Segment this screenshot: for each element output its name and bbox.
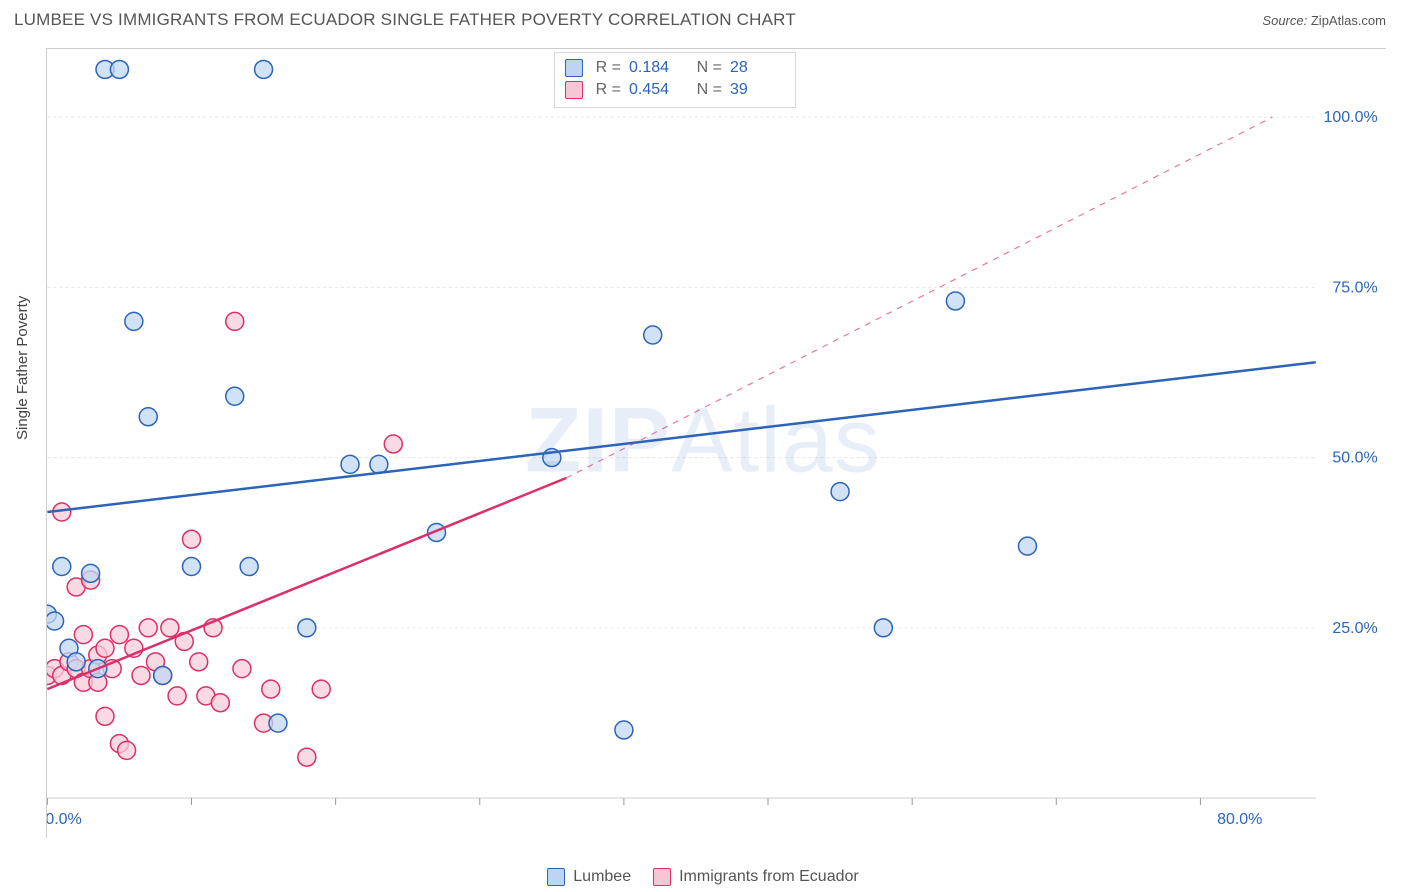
source-attribution: Source: ZipAtlas.com [1262, 13, 1386, 28]
swatch-lumbee [565, 59, 583, 77]
svg-text:0.0%: 0.0% [47, 811, 82, 828]
chart-title: LUMBEE VS IMMIGRANTS FROM ECUADOR SINGLE… [14, 10, 796, 30]
stats-row-ecuador: R = 0.454 N = 39 [565, 79, 785, 101]
swatch-ecuador [565, 81, 583, 99]
series-legend: Lumbee Immigrants from Ecuador [0, 868, 1406, 886]
chart-plot-area: 25.0% 50.0% 75.0% 100.0% 0.0% 80.0% [46, 48, 1386, 838]
svg-text:25.0%: 25.0% [1332, 620, 1377, 637]
scatter-plot: 25.0% 50.0% 75.0% 100.0% 0.0% 80.0% [47, 49, 1386, 838]
stats-row-lumbee: R = 0.184 N = 28 [565, 57, 785, 79]
correlation-stats-legend: R = 0.184 N = 28 R = 0.454 N = 39 [554, 52, 796, 108]
y-axis-label: Single Father Poverty [14, 296, 31, 440]
swatch-ecuador [653, 868, 671, 886]
swatch-lumbee [547, 868, 565, 886]
svg-text:100.0%: 100.0% [1323, 109, 1377, 126]
svg-text:80.0%: 80.0% [1217, 811, 1262, 828]
legend-item-lumbee: Lumbee [547, 868, 631, 886]
legend-item-ecuador: Immigrants from Ecuador [653, 868, 859, 886]
svg-text:75.0%: 75.0% [1332, 279, 1377, 296]
svg-text:50.0%: 50.0% [1332, 450, 1377, 467]
